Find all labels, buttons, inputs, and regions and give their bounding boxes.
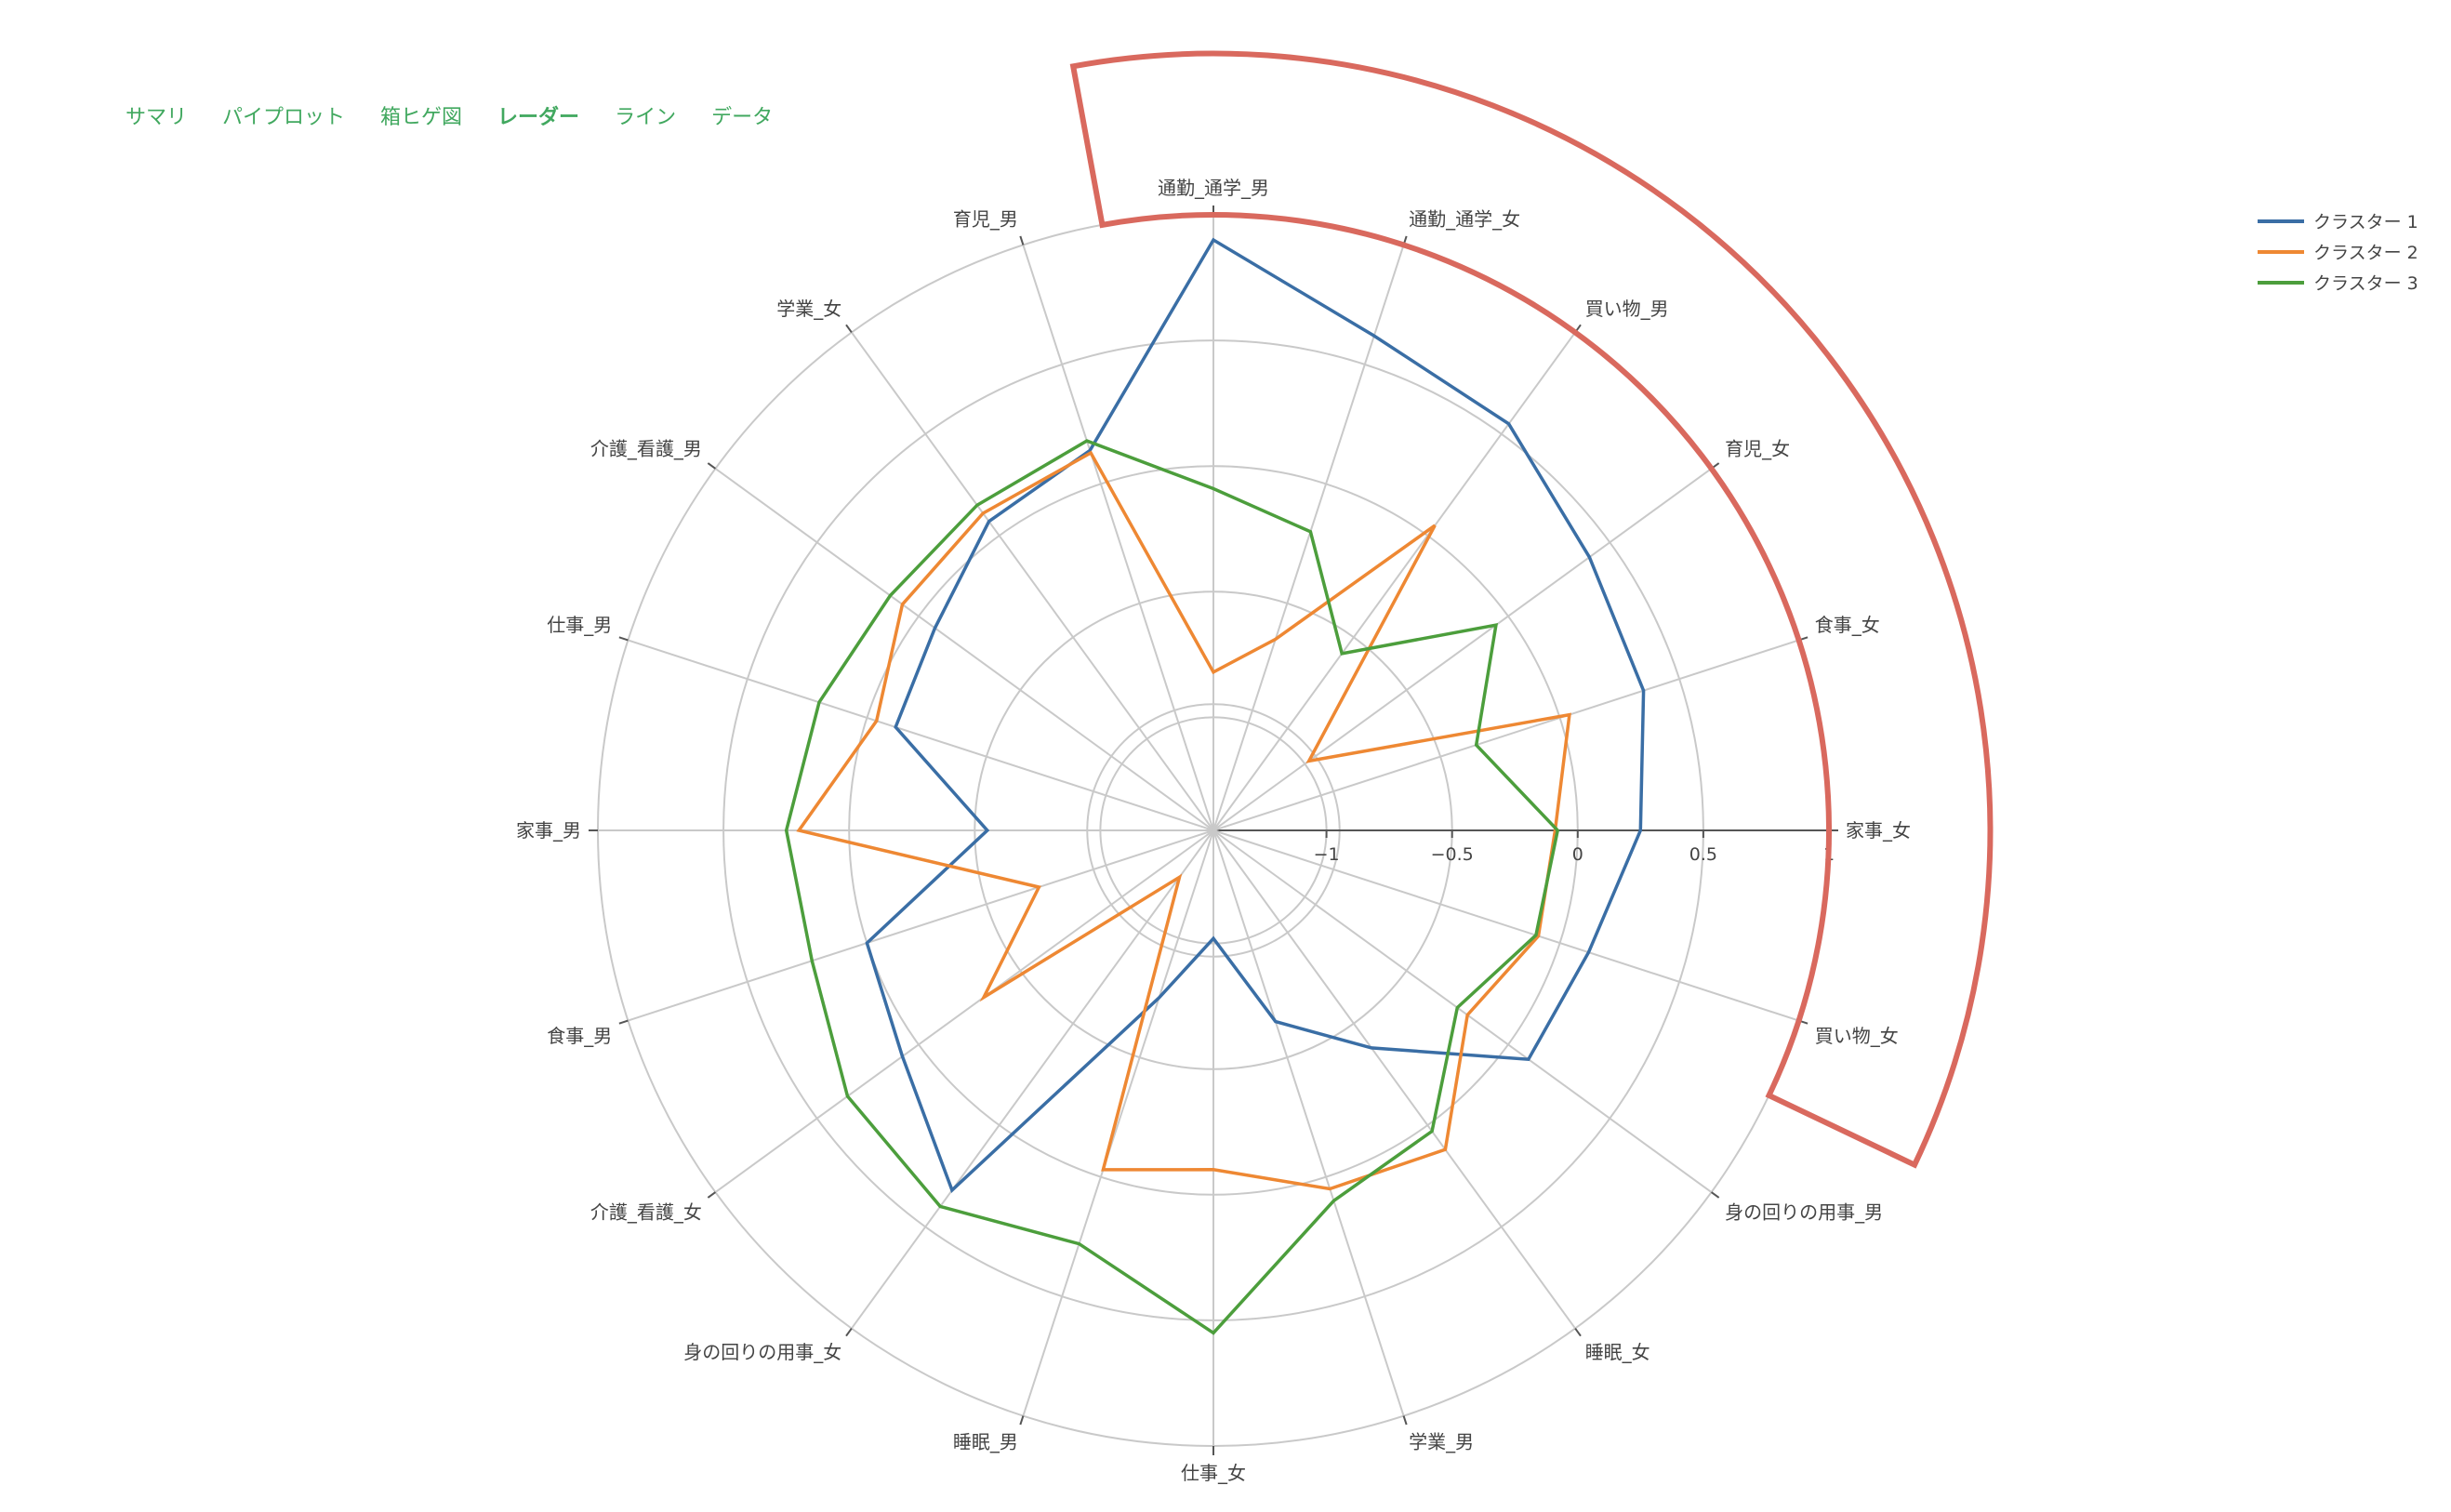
axis-tick bbox=[1574, 1327, 1582, 1337]
axis-tick bbox=[1402, 1415, 1408, 1426]
axis-tick bbox=[845, 324, 853, 334]
axis-label: 仕事_男 bbox=[547, 614, 612, 636]
axis-spoke bbox=[1212, 829, 1405, 1416]
axis-tick bbox=[618, 1019, 629, 1025]
axis-spoke bbox=[628, 639, 1214, 831]
series-line-cluster-1[interactable] bbox=[865, 237, 1646, 1193]
axis-label: 買い物_女 bbox=[1815, 1025, 1899, 1047]
radial-tick-label: −1 bbox=[1314, 844, 1340, 865]
tab-pie-plot[interactable]: パイプロット bbox=[222, 106, 346, 129]
legend[interactable]: クラスター 1 クラスター 2 クラスター 3 bbox=[2258, 212, 2418, 294]
axis-tick bbox=[1019, 235, 1025, 245]
axis-label: 学業_女 bbox=[776, 298, 841, 320]
radial-tick-label: 0 bbox=[1572, 844, 1583, 865]
radar-axis-labels: 家事_女 食事_女 育児_女 買い物_男 通勤_通学_女 通勤_通学_男育児_男学業_女介… bbox=[516, 177, 1911, 1484]
axis-label: 身の回りの用事_男 bbox=[1725, 1201, 1883, 1224]
radial-tick-label: −0.5 bbox=[1431, 844, 1474, 865]
tab-radar[interactable]: レーダー bbox=[497, 106, 580, 129]
axis-spoke bbox=[851, 829, 1214, 1330]
axis-tick bbox=[707, 1191, 717, 1199]
axis-label: 育児_男 bbox=[953, 207, 1018, 230]
radar-spokes bbox=[589, 206, 1838, 1455]
axis-tick bbox=[707, 462, 717, 470]
series-line-cluster-2[interactable] bbox=[796, 450, 1571, 1191]
axis-tick bbox=[618, 636, 629, 642]
tab-line[interactable]: ライン bbox=[615, 106, 677, 129]
legend-label-cluster-1[interactable]: クラスター 1 bbox=[2313, 212, 2418, 232]
axis-spoke bbox=[1212, 829, 1576, 1330]
axis-spoke bbox=[628, 829, 1214, 1022]
tab-summary[interactable]: サマリ bbox=[126, 106, 188, 129]
legend-label-cluster-2[interactable]: クラスター 2 bbox=[2313, 243, 2418, 263]
axis-label: 家事_男 bbox=[516, 819, 581, 842]
radial-tick-label: 0.5 bbox=[1689, 844, 1717, 865]
axis-spoke bbox=[1212, 829, 1799, 1022]
axis-label: 介護_看護_男 bbox=[590, 437, 702, 459]
legend-label-cluster-3[interactable]: クラスター 3 bbox=[2313, 273, 2418, 294]
axis-spoke bbox=[1022, 245, 1214, 831]
axis-spoke bbox=[1212, 639, 1799, 831]
radar-series bbox=[784, 237, 1646, 1335]
axis-spoke bbox=[1022, 829, 1214, 1416]
axis-label: 仕事_女 bbox=[1181, 1462, 1246, 1484]
axis-spoke bbox=[851, 331, 1214, 831]
axis-label: 学業_男 bbox=[1409, 1431, 1474, 1453]
axis-spoke bbox=[714, 468, 1214, 831]
axis-label: 通勤_通学_男 bbox=[1158, 177, 1269, 199]
axis-spoke bbox=[1212, 468, 1713, 831]
axis-label: 買い物_男 bbox=[1585, 298, 1669, 320]
selection-highlight bbox=[1069, 50, 1994, 1169]
axis-label: 通勤_通学_女 bbox=[1409, 207, 1520, 230]
axis-label: 身の回りの用事_女 bbox=[683, 1341, 841, 1363]
tab-box-plot[interactable]: 箱ヒゲ図 bbox=[380, 106, 463, 129]
axis-label: 介護_看護_女 bbox=[590, 1201, 702, 1224]
series-line-cluster-3[interactable] bbox=[784, 439, 1560, 1335]
axis-label: 家事_女 bbox=[1846, 819, 1911, 842]
axis-spoke bbox=[714, 829, 1214, 1193]
axis-spoke bbox=[1212, 331, 1576, 831]
radial-axis: −1 −0.5 0 0.5 1 bbox=[1314, 830, 1835, 865]
axis-label: 育児_女 bbox=[1725, 437, 1790, 459]
axis-tick bbox=[1019, 1415, 1025, 1426]
axis-label: 睡眠_女 bbox=[1585, 1341, 1650, 1363]
tab-bar: サマリ パイプロット 箱ヒゲ図 レーダー ライン データ bbox=[126, 100, 808, 130]
axis-label: 食事_女 bbox=[1815, 614, 1880, 636]
axis-tick bbox=[1710, 1191, 1720, 1199]
axis-label: 食事_男 bbox=[547, 1025, 612, 1047]
axis-tick bbox=[845, 1327, 853, 1337]
axis-spoke bbox=[1212, 245, 1405, 831]
axis-spoke bbox=[1212, 829, 1713, 1193]
axis-label: 睡眠_男 bbox=[953, 1431, 1018, 1453]
tab-data[interactable]: データ bbox=[711, 106, 774, 129]
